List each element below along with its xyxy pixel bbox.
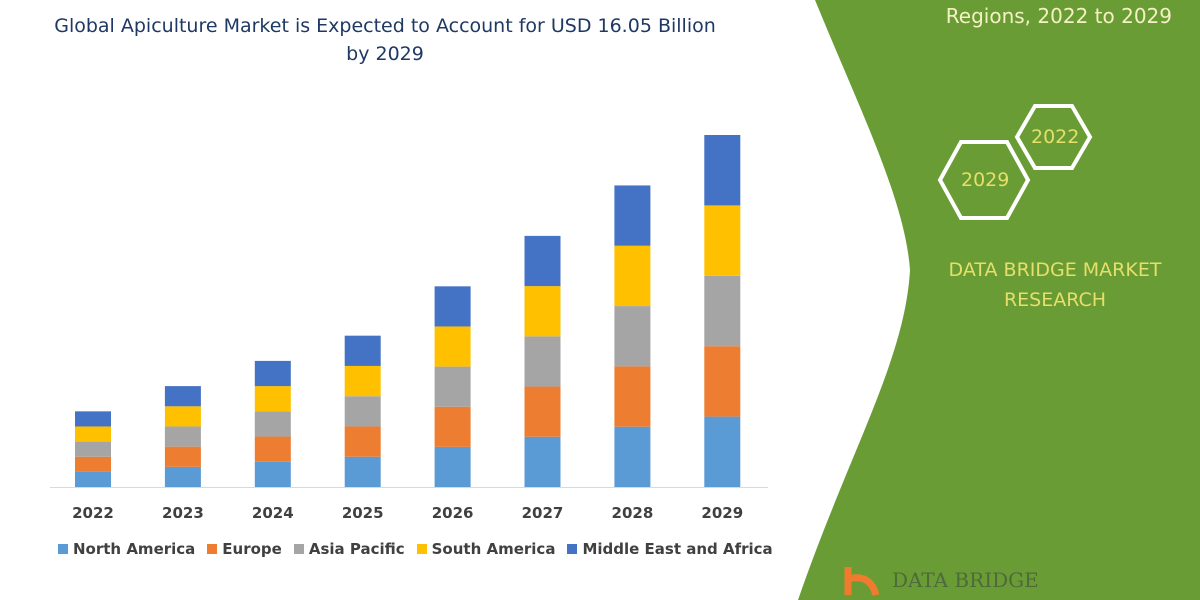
hex-label-2022: 2022 bbox=[1031, 126, 1080, 148]
x-tick-label: 2028 bbox=[612, 504, 654, 522]
bar-segment-2024-middle-east-and-africa bbox=[254, 360, 291, 387]
legend-item: Asia Pacific bbox=[293, 540, 405, 558]
bar-segment-2029-europe bbox=[704, 346, 741, 417]
bar-segment-2022-asia-pacific bbox=[75, 441, 111, 457]
bar-segment-2028-middle-east-and-africa bbox=[614, 185, 651, 246]
bar-segment-2024-north-america bbox=[254, 461, 291, 487]
green-panel bbox=[798, 0, 1200, 600]
bar-segment-2028-europe bbox=[614, 366, 651, 427]
bar-segment-2025-asia-pacific bbox=[344, 396, 381, 427]
x-tick-label: 2022 bbox=[72, 504, 114, 522]
x-tick-label: 2024 bbox=[252, 504, 294, 522]
logo-text: DATA BRIDGE bbox=[892, 568, 1039, 592]
hexagon-2029 bbox=[937, 140, 1031, 220]
chart-title: Global Apiculture Market is Expected to … bbox=[54, 15, 716, 65]
brand-line-2: RESEARCH bbox=[1003, 289, 1107, 311]
bar-segment-2023-middle-east-and-africa bbox=[164, 386, 201, 407]
x-tick-label: 2027 bbox=[522, 504, 564, 522]
x-tick-label: 2023 bbox=[162, 504, 204, 522]
bar-segment-2023-north-america bbox=[164, 466, 201, 487]
bar-segment-2024-south-america bbox=[254, 386, 291, 412]
legend-swatch bbox=[293, 544, 304, 554]
bar-segment-2029-south-america bbox=[704, 205, 741, 276]
x-tick-label: 2029 bbox=[701, 504, 743, 522]
bar-segment-2028-south-america bbox=[614, 245, 651, 307]
legend-label: Asia Pacific bbox=[308, 540, 405, 558]
x-tick-label: 2025 bbox=[342, 504, 384, 522]
legend-swatch bbox=[416, 544, 427, 554]
chart-area: 2022 2023 2024 2025 2026 2027 2028 2029 bbox=[50, 135, 768, 522]
legend-label: North America bbox=[73, 540, 196, 558]
hexagon-2022 bbox=[1014, 104, 1093, 170]
legend-swatch bbox=[567, 544, 578, 554]
bar-segment-2029-north-america bbox=[704, 416, 741, 487]
legend-swatch bbox=[58, 544, 68, 554]
bar-segment-2029-asia-pacific bbox=[704, 275, 741, 347]
bar-segment-2022-middle-east-and-africa bbox=[75, 411, 111, 427]
bar-segment-2022-north-america bbox=[75, 471, 111, 487]
bar-segment-2025-north-america bbox=[344, 456, 381, 487]
bar-segment-2026-asia-pacific bbox=[434, 366, 471, 407]
bar-segment-2022-europe bbox=[75, 456, 111, 472]
legend-label: South America bbox=[431, 540, 556, 558]
bar-segment-2027-middle-east-and-africa bbox=[524, 235, 561, 287]
legend-label: Europe bbox=[222, 540, 282, 558]
bar-segment-2029-middle-east-and-africa bbox=[704, 135, 741, 206]
bar-segment-2025-south-america bbox=[344, 365, 381, 397]
bar-segment-2026-middle-east-and-africa bbox=[434, 286, 471, 327]
legend-item: Middle East and Africa bbox=[567, 540, 773, 558]
legend-item: South America bbox=[416, 540, 556, 558]
bar-segment-2023-asia-pacific bbox=[164, 426, 201, 447]
legend-swatch bbox=[207, 544, 218, 554]
panel-subtitle: Regions, 2022 to 2029 bbox=[945, 4, 1172, 28]
brand-line-1: DATA BRIDGE MARKET bbox=[948, 259, 1162, 281]
bar-segment-2022-south-america bbox=[75, 426, 111, 442]
x-tick-label: 2026 bbox=[432, 504, 474, 522]
bar-segment-2027-south-america bbox=[524, 286, 561, 337]
bar-segment-2026-south-america bbox=[434, 326, 471, 367]
bar-segment-2023-europe bbox=[164, 446, 201, 467]
bar-segment-2027-north-america bbox=[524, 436, 561, 487]
bar-segment-2025-europe bbox=[344, 426, 381, 457]
bar-segment-2026-europe bbox=[434, 406, 471, 447]
hex-label-2029: 2029 bbox=[961, 169, 1010, 191]
logo-icon bbox=[844, 567, 880, 597]
legend-item: Europe bbox=[207, 540, 282, 558]
bar-segment-2027-asia-pacific bbox=[524, 336, 561, 387]
bar-segment-2025-middle-east-and-africa bbox=[344, 335, 381, 366]
legend-label: Middle East and Africa bbox=[582, 540, 773, 558]
bar-segment-2028-north-america bbox=[614, 426, 651, 487]
bar-segment-2023-south-america bbox=[164, 406, 201, 427]
bar-segment-2024-europe bbox=[254, 436, 291, 462]
legend: North America Europe Asia Pacific South Ame… bbox=[58, 540, 773, 558]
bar-segment-2028-asia-pacific bbox=[614, 306, 651, 367]
legend-item: North America bbox=[58, 540, 195, 558]
bar-segment-2024-asia-pacific bbox=[254, 411, 291, 437]
bar-segment-2027-europe bbox=[524, 386, 561, 437]
brand-text: DATA BRIDGE MARKET RESEARCH bbox=[920, 255, 1190, 315]
bar-segment-2026-north-america bbox=[434, 446, 471, 487]
